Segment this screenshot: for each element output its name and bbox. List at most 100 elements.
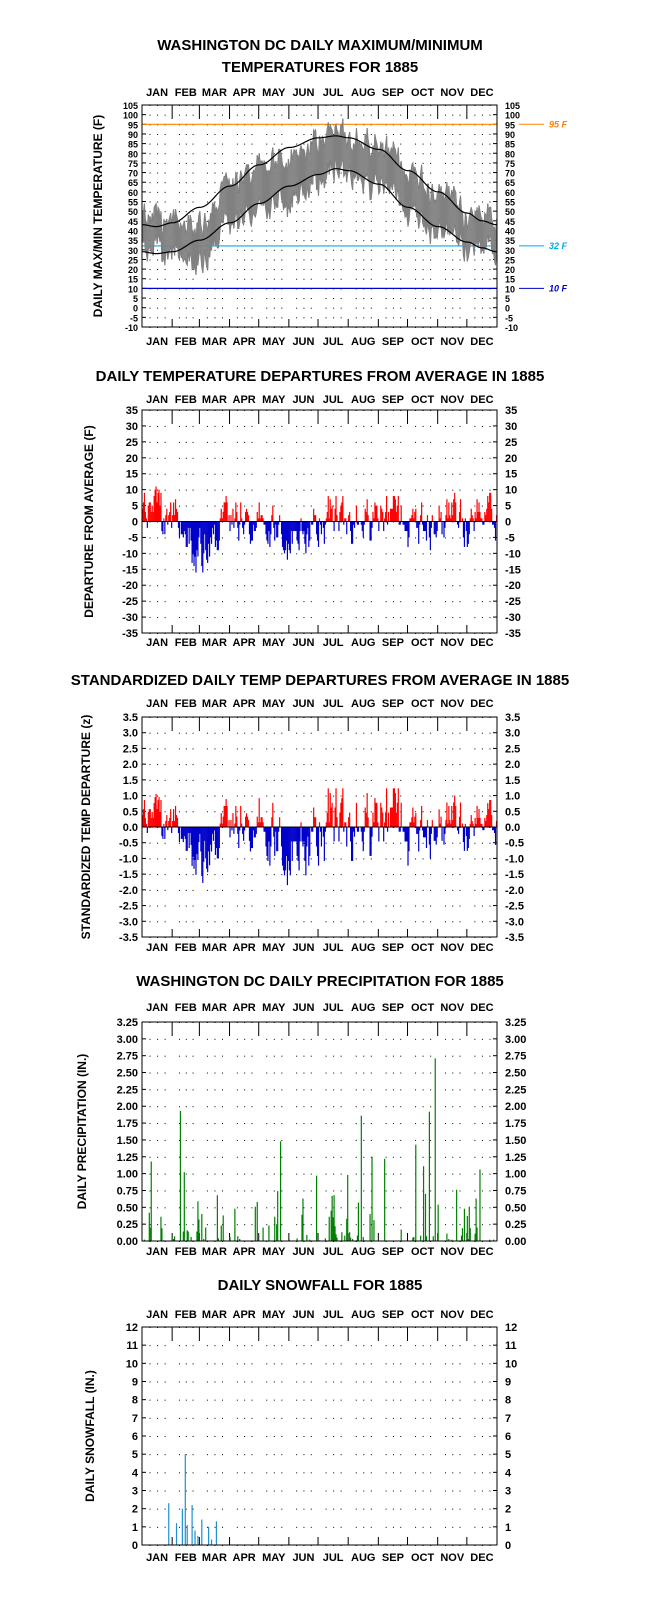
- y-tick-label-left: 25: [126, 437, 138, 449]
- y-tick-label-right: 0.5: [505, 806, 520, 818]
- month-label-bottom-jan: JAN: [146, 637, 168, 649]
- y-tick-label-left: 2.50: [117, 1068, 138, 1080]
- y-tick-label-right: 30: [505, 421, 517, 433]
- y-tick-label-left: -5: [130, 313, 138, 323]
- y-tick-label-right: 3.25: [505, 1017, 526, 1029]
- month-label-bottom-sep: SEP: [382, 637, 404, 649]
- month-label-bottom-jan: JAN: [146, 336, 168, 348]
- month-label-top-mar: MAR: [202, 394, 227, 406]
- y-tick-label-right: 35: [505, 405, 517, 417]
- y-tick-label-left: 5: [132, 501, 138, 513]
- month-label-top-oct: OCT: [411, 394, 435, 406]
- month-label-top-dec: DEC: [470, 1309, 493, 1321]
- month-label-bottom-sep: SEP: [382, 942, 404, 954]
- month-label-top-aug: AUG: [351, 1309, 375, 1321]
- y-tick-label-left: 2.5: [123, 743, 138, 755]
- plot-frame-1: [141, 104, 498, 328]
- y-axis-title-3: STANDARDIZED TEMP DEPARTURE (z): [79, 715, 93, 940]
- y-tick-label-right: 25: [505, 255, 515, 265]
- y-tick-label-right: 3.5: [505, 712, 520, 724]
- y-tick-label-right: 5: [505, 501, 511, 513]
- chart-title-5: DAILY SNOWFALL FOR 1885: [218, 1277, 423, 1294]
- month-label-top-feb: FEB: [175, 87, 197, 99]
- y-tick-label-right: -10: [505, 548, 521, 560]
- month-label-top-sep: SEP: [382, 87, 404, 99]
- y-tick-label-right: 8: [505, 1395, 511, 1407]
- y-tick-label-right: 2.75: [505, 1051, 526, 1063]
- month-label-top-dec: DEC: [470, 698, 493, 710]
- y-tick-label-right: 45: [505, 217, 515, 227]
- y-tick-label-left: 3.0: [123, 728, 138, 740]
- month-label-top-apr: APR: [233, 1309, 256, 1321]
- y-tick-label-left: 50: [128, 207, 138, 217]
- y-tick-label-right: 2.25: [505, 1084, 526, 1096]
- month-label-bottom-sep: SEP: [382, 1246, 404, 1258]
- observed-max-line: [142, 118, 497, 243]
- y-tick-label-left: -25: [122, 596, 138, 608]
- month-label-top-feb: FEB: [175, 394, 197, 406]
- y-tick-label-left: 6: [132, 1431, 138, 1443]
- y-tick-label-left: 1: [132, 1522, 138, 1534]
- month-label-top-aug: AUG: [351, 698, 375, 710]
- y-tick-label-right: 2.50: [505, 1068, 526, 1080]
- y-tick-label-left: 40: [128, 226, 138, 236]
- y-tick-label-left: 2.75: [117, 1051, 138, 1063]
- month-label-bottom-apr: APR: [233, 1552, 256, 1564]
- month-label-top-may: MAY: [262, 1309, 286, 1321]
- y-tick-label-right: 20: [505, 265, 515, 275]
- y-tick-label-left: 2.0: [123, 759, 138, 771]
- month-label-bottom-aug: AUG: [351, 336, 375, 348]
- month-label-top-aug: AUG: [351, 1002, 375, 1014]
- month-label-bottom-sep: SEP: [382, 1552, 404, 1564]
- y-tick-label-right: -1.0: [505, 853, 524, 865]
- y-tick-label-left: 10: [126, 485, 138, 497]
- y-tick-label-left: 1.75: [117, 1118, 138, 1130]
- month-label-bottom-jan: JAN: [146, 1552, 168, 1564]
- y-tick-label-right: 2: [505, 1504, 511, 1516]
- y-tick-label-right: 5: [505, 1449, 511, 1461]
- month-label-bottom-oct: OCT: [411, 637, 435, 649]
- y-tick-label-left: 4: [132, 1467, 139, 1479]
- month-label-bottom-jun: JUN: [292, 942, 314, 954]
- y-tick-label-left: 30: [128, 246, 138, 256]
- y-tick-label-right: -1.5: [505, 869, 524, 881]
- month-label-bottom-nov: NOV: [440, 1246, 465, 1258]
- y-tick-label-right: 11: [505, 1340, 517, 1352]
- y-tick-label-right: 1.0: [505, 791, 520, 803]
- month-label-top-jan: JAN: [146, 1002, 168, 1014]
- y-axis-title-1: DAILY MAX/MIN TEMPERATURE (F): [91, 115, 105, 317]
- month-label-bottom-jun: JUN: [292, 637, 314, 649]
- y-tick-label-left: 80: [128, 149, 138, 159]
- month-label-top-jul: JUL: [323, 394, 344, 406]
- month-label-top-jul: JUL: [323, 698, 344, 710]
- month-label-bottom-oct: OCT: [411, 336, 435, 348]
- month-label-top-apr: APR: [233, 87, 256, 99]
- y-tick-label-left: 9: [132, 1377, 138, 1389]
- y-tick-label-left: 35: [128, 236, 138, 246]
- y-tick-label-left: 0.75: [117, 1185, 138, 1197]
- y-tick-label-right: 4: [505, 1467, 512, 1479]
- y-tick-label-left: 3.00: [117, 1034, 138, 1046]
- month-label-bottom-apr: APR: [233, 1246, 256, 1258]
- y-tick-label-left: 100: [123, 111, 138, 121]
- plot-frame-4: [141, 1021, 498, 1242]
- y-tick-label-right: -5: [505, 313, 513, 323]
- month-label-bottom-jul: JUL: [323, 336, 344, 348]
- y-tick-label-left: -10: [125, 323, 138, 333]
- y-tick-label-left: 0: [132, 1540, 138, 1552]
- y-tick-label-left: -5: [128, 532, 138, 544]
- y-tick-label-right: 50: [505, 207, 515, 217]
- chart-title-3: STANDARDIZED DAILY TEMP DEPARTURES FROM …: [71, 672, 569, 689]
- y-tick-label-left: 11: [126, 1340, 138, 1352]
- y-tick-label-right: 100: [505, 111, 520, 121]
- y-tick-label-left: 1.50: [117, 1135, 138, 1147]
- y-tick-label-right: 2.5: [505, 743, 520, 755]
- y-tick-label-right: 65: [505, 178, 515, 188]
- month-label-bottom-feb: FEB: [175, 637, 197, 649]
- month-label-bottom-aug: AUG: [351, 1246, 375, 1258]
- y-tick-label-left: 0.25: [117, 1219, 138, 1231]
- month-label-top-nov: NOV: [440, 1002, 465, 1014]
- y-tick-label-right: 10: [505, 485, 517, 497]
- y-tick-label-left: 2.25: [117, 1084, 138, 1096]
- y-tick-label-left: 10: [128, 284, 138, 294]
